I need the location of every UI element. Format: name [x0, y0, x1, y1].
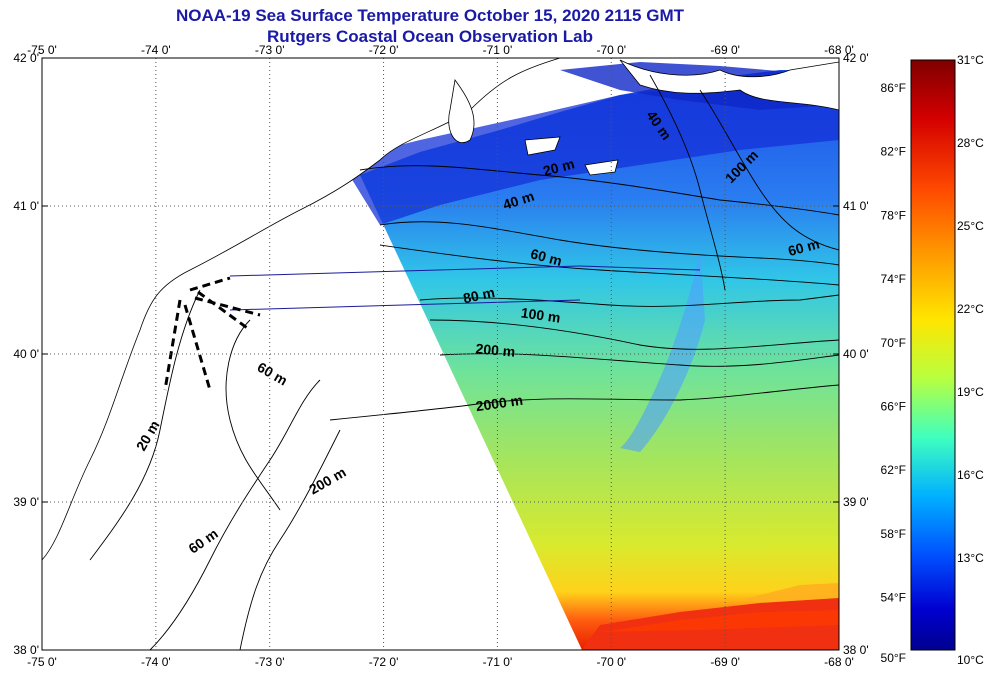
lon-tick-label: -72 0'	[369, 655, 399, 669]
lat-tick-label-right: 41 0'	[843, 199, 869, 213]
lat-tick-label-right: 39 0'	[843, 495, 869, 509]
celsius-label: 10°C	[957, 653, 984, 667]
contour-label: 2000 m	[475, 392, 524, 414]
celsius-label: 19°C	[957, 385, 984, 399]
celsius-label: 25°C	[957, 219, 984, 233]
dashed-lanes	[163, 276, 261, 391]
sst-swath	[340, 62, 839, 650]
fahrenheit-label: 54°F	[881, 591, 906, 605]
bathymetry-contours	[89, 74, 839, 650]
lat-tick-label: 40 0'	[13, 347, 39, 361]
contour-label: 60 m	[529, 245, 564, 269]
contour-label: 60 m	[185, 525, 220, 556]
lon-tick-label-top: -69 0'	[710, 43, 740, 57]
map-subtitle: Rutgers Coastal Ocean Observation Lab	[267, 27, 593, 46]
celsius-label: 22°C	[957, 302, 984, 316]
fahrenheit-label: 66°F	[881, 400, 906, 414]
lon-tick-label-top: -71 0'	[483, 43, 513, 57]
shipping-lanes	[229, 265, 701, 311]
lon-tick-label-top: -75 0'	[27, 43, 57, 57]
lat-tick-label-right: 40 0'	[843, 347, 869, 361]
fahrenheit-label: 78°F	[881, 208, 906, 222]
contour-label: 100 m	[520, 304, 562, 325]
land	[42, 58, 839, 561]
celsius-label: 13°C	[957, 551, 984, 565]
lat-tick-label: 38 0'	[13, 643, 39, 657]
contour-label: 20 m	[541, 155, 576, 179]
lon-tick-label: -75 0'	[27, 655, 57, 669]
lon-tick-label: -74 0'	[141, 655, 171, 669]
colorbar	[910, 59, 956, 651]
lon-tick-label-top: -74 0'	[141, 43, 171, 57]
fahrenheit-label: 50°F	[881, 651, 906, 665]
map-title: NOAA-19 Sea Surface Temperature October …	[175, 6, 685, 25]
fahrenheit-label: 82°F	[881, 145, 906, 159]
lon-tick-label-top: -70 0'	[596, 43, 626, 57]
contour-label: 80 m	[462, 284, 497, 306]
fahrenheit-label: 58°F	[881, 527, 906, 541]
lon-tick-label: -71 0'	[483, 655, 513, 669]
colorbar-celsius-labels: 31°C 28°C 25°C 22°C 19°C 16°C 13°C 10°C	[957, 53, 984, 667]
fahrenheit-label: 86°F	[881, 81, 906, 95]
graticule	[42, 57, 839, 651]
fahrenheit-label: 70°F	[881, 336, 906, 350]
celsius-label: 31°C	[957, 53, 984, 67]
contour-label: 200 m	[475, 340, 516, 359]
celsius-label: 16°C	[957, 468, 984, 482]
lon-tick-label: -68 0'	[824, 655, 854, 669]
lat-tick-label-right: 38 0'	[843, 643, 869, 657]
lat-tick-label: 39 0'	[13, 495, 39, 509]
contour-label: 200 m	[306, 464, 348, 498]
fahrenheit-label: 62°F	[881, 463, 906, 477]
fahrenheit-label: 74°F	[881, 272, 906, 286]
lat-tick-label: 41 0'	[13, 199, 39, 213]
lon-tick-label-top: -73 0'	[255, 43, 285, 57]
contour-label: 20 m	[133, 418, 163, 454]
contour-label: 60 m	[786, 235, 821, 259]
lon-tick-label-top: -72 0'	[369, 43, 399, 57]
lon-tick-label: -69 0'	[710, 655, 740, 669]
lon-tick-label: -70 0'	[596, 655, 626, 669]
latitude-labels: 42 0' 42 0' 41 0' 41 0' 40 0' 40 0' 39 0' 39 0'…	[13, 51, 868, 657]
contour-label: 60 m	[255, 359, 291, 389]
colorbar-fahrenheit-labels: 86°F 82°F 78°F 74°F 70°F 66°F 62°F 58°F 54°F 50°F	[881, 81, 906, 665]
lon-tick-label: -73 0'	[255, 655, 285, 669]
celsius-label: 28°C	[957, 136, 984, 150]
lon-tick-label-top: -68 0'	[824, 43, 854, 57]
longitude-labels: -75 0' -75 0' -74 0' -74 0' -73 0' -73 0' -72 …	[27, 43, 854, 669]
lat-tick-label: 42 0'	[13, 51, 39, 65]
lat-tick-label-right: 42 0'	[843, 51, 869, 65]
map-frame	[41, 57, 840, 651]
